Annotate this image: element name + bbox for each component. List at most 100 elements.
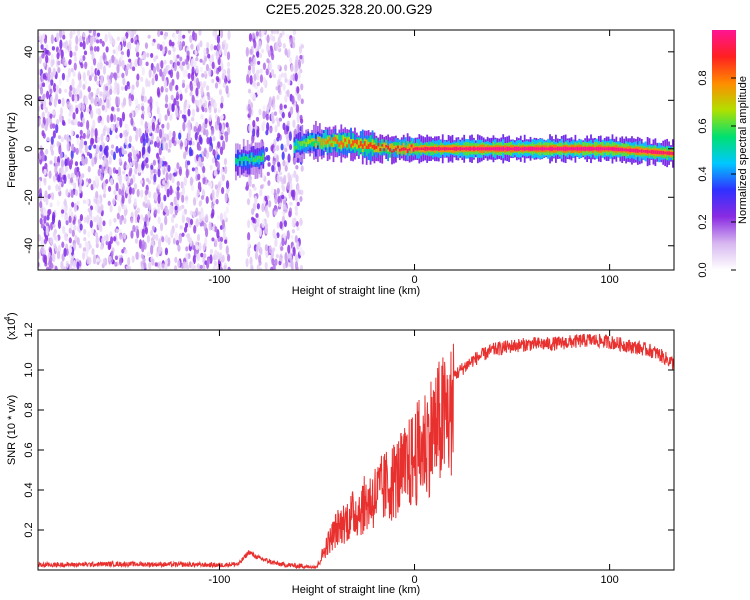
heatmap-cell — [262, 104, 266, 112]
heatmap-cell — [246, 73, 250, 84]
heatmap-cell — [138, 58, 143, 67]
heatmap-cell — [115, 145, 119, 154]
heatmap-cell — [182, 34, 186, 39]
heatmap-cell — [219, 212, 224, 223]
heatmap-band-cell — [562, 146, 565, 151]
heatmap-band-cell — [576, 146, 579, 151]
heatmap-cell — [161, 236, 165, 243]
heatmap-cell — [134, 238, 139, 244]
heatmap-cell — [52, 123, 56, 129]
heatmap-band-cell — [476, 147, 479, 151]
heatmap-cell — [205, 47, 209, 55]
heatmap-cell — [92, 30, 97, 37]
heatmap-band-cell — [515, 146, 518, 151]
heatmap-cell — [195, 87, 199, 97]
heatmap-cell — [181, 204, 185, 209]
heatmap-cell — [114, 261, 118, 267]
heatmap-band-cell — [480, 147, 483, 151]
heatmap-cell — [178, 166, 183, 177]
heatmap-band-cell — [236, 149, 239, 167]
heatmap-band-cell — [371, 139, 374, 150]
heatmap-cell — [147, 112, 152, 118]
heatmap-band-cell — [498, 146, 501, 151]
heatmap-cell — [190, 43, 194, 50]
heatmap-cell — [271, 258, 275, 266]
heatmap-band-cell — [640, 149, 643, 153]
heatmap-band-cell — [668, 151, 670, 156]
heatmap-cell — [117, 205, 122, 214]
heatmap-cell — [175, 84, 179, 91]
heatmap-band-cell — [631, 148, 633, 153]
heatmap-band-cell — [463, 147, 466, 151]
heatmap-cell — [78, 79, 82, 88]
heatmap-band-cell — [422, 147, 425, 151]
heatmap-band-cell — [434, 147, 436, 151]
heatmap-cell — [191, 94, 195, 104]
heatmap-cell — [300, 165, 304, 172]
heatmap-cell — [108, 255, 112, 262]
heatmap-cell — [99, 144, 103, 152]
heatmap-cell — [74, 118, 78, 126]
heatmap-cell — [88, 30, 92, 34]
heatmap-cell — [120, 86, 124, 91]
heatmap-cell — [213, 45, 217, 51]
heatmap-cell — [217, 108, 221, 114]
heatmap-cell — [213, 106, 217, 114]
heatmap-cell — [284, 207, 288, 213]
heatmap-cell — [71, 173, 75, 178]
heatmap-cell — [280, 72, 285, 78]
heatmap-cell — [272, 160, 276, 165]
heatmap-cell — [208, 221, 212, 231]
heatmap-cell — [223, 46, 228, 57]
heatmap-cell — [170, 229, 174, 239]
heatmap-cell — [172, 46, 176, 53]
heatmap-band-cell — [324, 129, 327, 148]
heatmap-band-cell — [336, 139, 339, 144]
heatmap-cell — [43, 37, 48, 44]
heatmap-cell — [191, 108, 196, 118]
heatmap-cell — [206, 257, 211, 265]
heatmap-cell — [101, 40, 105, 47]
heatmap-cell — [118, 176, 122, 185]
heatmap-cell — [126, 48, 130, 58]
heatmap-cell — [79, 129, 83, 136]
heatmap-cell — [38, 180, 42, 189]
heatmap-band-cell — [467, 147, 470, 151]
heatmap-cell — [215, 50, 219, 61]
heatmap-band-cell — [457, 147, 460, 151]
heatmap-cell — [206, 91, 210, 97]
heatmap-cell — [168, 39, 172, 47]
heatmap-cell — [272, 264, 276, 270]
heatmap-cell — [145, 157, 149, 164]
heatmap-cell — [103, 185, 107, 194]
heatmap-cell — [171, 41, 175, 47]
heatmap-cell — [181, 232, 185, 237]
heatmap-cell — [201, 73, 205, 78]
heatmap-cell — [219, 146, 224, 156]
heatmap-cell — [290, 234, 294, 240]
heatmap-band-cell — [342, 135, 345, 146]
heatmap-cell — [177, 244, 181, 252]
heatmap-cell — [182, 121, 186, 132]
heatmap-cell — [176, 70, 180, 80]
heatmap-cell — [259, 184, 264, 190]
heatmap-cell — [41, 246, 45, 255]
heatmap-cell — [91, 157, 95, 167]
heatmap-band-cell — [316, 137, 319, 142]
heatmap-cell — [245, 46, 249, 57]
heatmap-cell — [160, 60, 164, 69]
heatmap-cell — [195, 218, 199, 228]
heatmap-cell — [74, 161, 79, 167]
heatmap-cell — [38, 55, 42, 64]
heatmap-cell — [49, 255, 53, 265]
heatmap-cell — [77, 121, 81, 127]
heatmap-cell — [147, 210, 151, 219]
heatmap-cell — [208, 136, 213, 146]
heatmap-cell — [279, 103, 283, 111]
heatmap-cell — [295, 174, 299, 183]
heatmap-cell — [205, 63, 210, 72]
heatmap-band-cell — [352, 140, 354, 146]
heatmap-cell — [290, 189, 294, 198]
heatmap-cell — [116, 107, 120, 112]
heatmap-cell — [220, 114, 224, 120]
